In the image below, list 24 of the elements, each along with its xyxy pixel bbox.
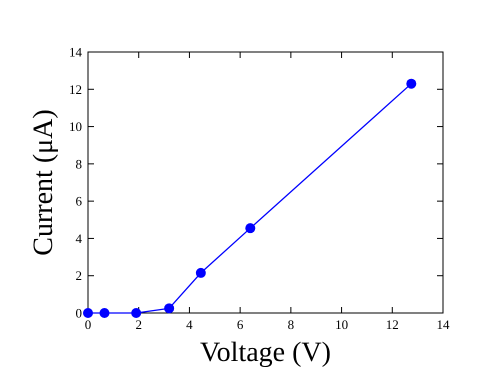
point — [99, 308, 110, 318]
x-axis-title: Voltage (V) — [200, 337, 331, 368]
y-axis-title: Current (μA) — [28, 109, 59, 256]
x-tick-label: 2 — [135, 317, 142, 332]
point — [406, 78, 416, 89]
y-tick-label: 10 — [69, 119, 82, 134]
y-tick-label: 0 — [76, 306, 82, 320]
y-tick-label: 4 — [76, 230, 82, 246]
y-tick-label: 8 — [76, 156, 82, 172]
x-tick-label: 6 — [236, 317, 244, 332]
x-tick-label: 14 — [436, 317, 450, 332]
y-tick-label: 2 — [76, 268, 82, 284]
point — [83, 308, 93, 318]
point — [245, 223, 256, 234]
point — [131, 308, 142, 318]
point — [164, 303, 174, 314]
y-tick-label: 6 — [76, 194, 82, 209]
y-tick-label: 12 — [69, 82, 82, 97]
x-tick-label: 8 — [288, 317, 294, 332]
x-tick-label: 10 — [335, 317, 348, 332]
x-tick-label: 4 — [186, 317, 194, 332]
y-tick-label: 14 — [69, 44, 82, 60]
point — [196, 268, 206, 278]
x-tick-label: 12 — [386, 317, 399, 332]
